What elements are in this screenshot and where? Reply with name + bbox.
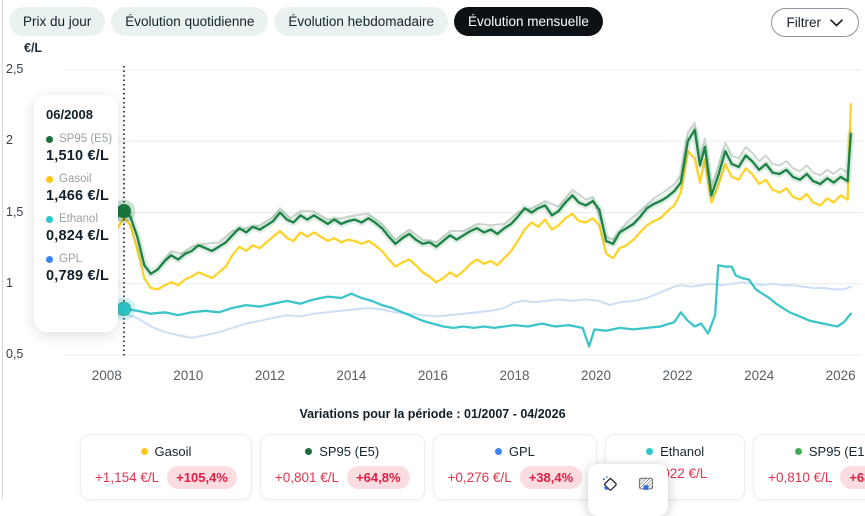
x-tick-label: 2014 <box>336 368 367 383</box>
y-axis-unit-label: €/L <box>24 41 43 55</box>
variation-card-sp95-e10[interactable]: SP95 (E10) +0,810 €/L +68,2% <box>753 434 865 500</box>
chevron-down-icon <box>830 18 843 27</box>
tooltip-series-label: Gasoil <box>46 173 118 185</box>
series-dot-icon <box>140 448 148 455</box>
variation-card-gpl[interactable]: GPL +0,276 €/L +38,4% <box>432 434 598 500</box>
series-dot-icon <box>305 448 313 455</box>
tooltip-date: 06/2008 <box>46 107 93 122</box>
variation-card-gasoil[interactable]: Gasoil +1,154 €/L +105,4% <box>80 434 252 500</box>
hatch-pattern-icon[interactable] <box>636 474 656 499</box>
x-tick-label: 2010 <box>173 368 204 383</box>
variation-cards: Gasoil +1,154 €/L +105,4% SP95 (E5) +0,801 €… <box>80 434 865 500</box>
tab-volution-quotidienne[interactable]: Évolution quotidienne <box>111 7 269 36</box>
card-percent-badge: +64,8% <box>347 466 410 489</box>
hover-marker-sp95-e5 <box>116 203 132 219</box>
tooltip-series-value: 0,824 €/L <box>46 228 110 244</box>
card-series-name: SP95 (E5) <box>275 444 410 459</box>
filter-button[interactable]: Filtrer <box>770 8 859 37</box>
card-series-name: Ethanol <box>620 444 730 459</box>
tooltip-series-label: Ethanol <box>46 213 118 225</box>
variations-title: Variations pour la période : 01/2007 - 0… <box>299 407 566 421</box>
series-dot-icon <box>794 448 802 455</box>
y-tick-label: 2,5 <box>6 62 24 76</box>
eraser-icon[interactable] <box>600 474 620 499</box>
x-tick-label: 2018 <box>499 368 530 383</box>
tooltip-series-value: 1,510 €/L <box>46 148 110 164</box>
y-tick-label: 1 <box>6 275 13 290</box>
series-dot-icon <box>46 135 53 143</box>
series-glow-sp95-e5 <box>62 126 855 278</box>
y-tick-label: 1,5 <box>6 204 24 219</box>
x-tick-label: 2024 <box>744 368 775 383</box>
filter-label: Filtrer <box>786 15 822 30</box>
card-percent-badge: +38,4% <box>519 466 583 489</box>
tooltip-series-value: 0,789 €/L <box>46 268 110 284</box>
tooltip-row: Ethanol 0,824 €/L <box>46 213 118 244</box>
y-tick-label: 0,5 <box>6 347 24 361</box>
floating-toolbar <box>588 464 668 516</box>
card-series-name: SP95 (E10) <box>768 444 865 459</box>
card-delta-value: +0,276 €/L <box>447 470 512 485</box>
tooltip-series-label: SP95 (E5) <box>46 133 118 145</box>
card-delta-value: +0,801 €/L <box>274 470 340 485</box>
tab-volution-mensuelle[interactable]: Évolution mensuelle <box>454 7 603 36</box>
x-tick-label: 2012 <box>254 368 285 383</box>
series-dot-icon <box>46 175 53 183</box>
card-percent-badge: +68,2% <box>840 466 865 489</box>
tab-prix-du-jour[interactable]: Prix du jour <box>9 7 106 36</box>
tooltip-row: SP95 (E5) 1,510 €/L <box>46 133 118 164</box>
series-line-gasoil <box>64 103 852 291</box>
series-dot-icon <box>494 448 502 455</box>
series-dot-icon <box>46 215 53 223</box>
card-series-name: GPL <box>448 444 583 459</box>
chart-svg[interactable] <box>0 0 865 400</box>
variation-card-sp95-e5[interactable]: SP95 (E5) +0,801 €/L +64,8% <box>259 434 425 500</box>
card-delta-value: +1,154 €/L <box>95 470 160 485</box>
x-tick-label: 2016 <box>417 368 448 383</box>
x-tick-label: 2008 <box>91 368 122 383</box>
card-percent-badge: +105,4% <box>167 466 237 489</box>
hover-marker-ethanol <box>116 301 132 317</box>
tooltip-series-value: 1,466 €/L <box>46 188 110 204</box>
price-chart[interactable]: €/L 0,5 1 1,5 2 2,5 2008 2010 2012 2014 2016 2018… <box>0 0 865 400</box>
series-line-sp95-e10 <box>160 121 852 267</box>
series-dot-icon <box>646 448 654 455</box>
tooltip-row: Gasoil 1,466 €/L <box>46 173 118 204</box>
series-line-ethanol <box>64 264 852 348</box>
series-dot-icon <box>46 255 53 263</box>
tooltip-row: GPL 0,789 €/L <box>46 253 118 284</box>
x-tick-label: 2026 <box>825 368 856 383</box>
left-edge-divider <box>2 0 3 498</box>
y-tick-label: 2 <box>6 133 13 148</box>
x-tick-label: 2022 <box>662 368 693 383</box>
tab-bar: Prix du jour Évolution quotidienne Évoluti… <box>9 7 603 36</box>
card-delta-value: +0,810 €/L <box>768 470 833 485</box>
x-tick-label: 2020 <box>580 368 612 383</box>
series-line-gpl <box>65 281 852 339</box>
series-line-sp95-e5 <box>64 128 852 275</box>
card-series-name: Gasoil <box>95 444 237 459</box>
tooltip: 06/2008 SP95 (E5) 1,510 €/L Gasoil 1,466 €/… <box>34 95 118 332</box>
tooltip-series-label: GPL <box>46 253 118 265</box>
tab-volution-hebdomadaire[interactable]: Évolution hebdomadaire <box>274 7 448 36</box>
